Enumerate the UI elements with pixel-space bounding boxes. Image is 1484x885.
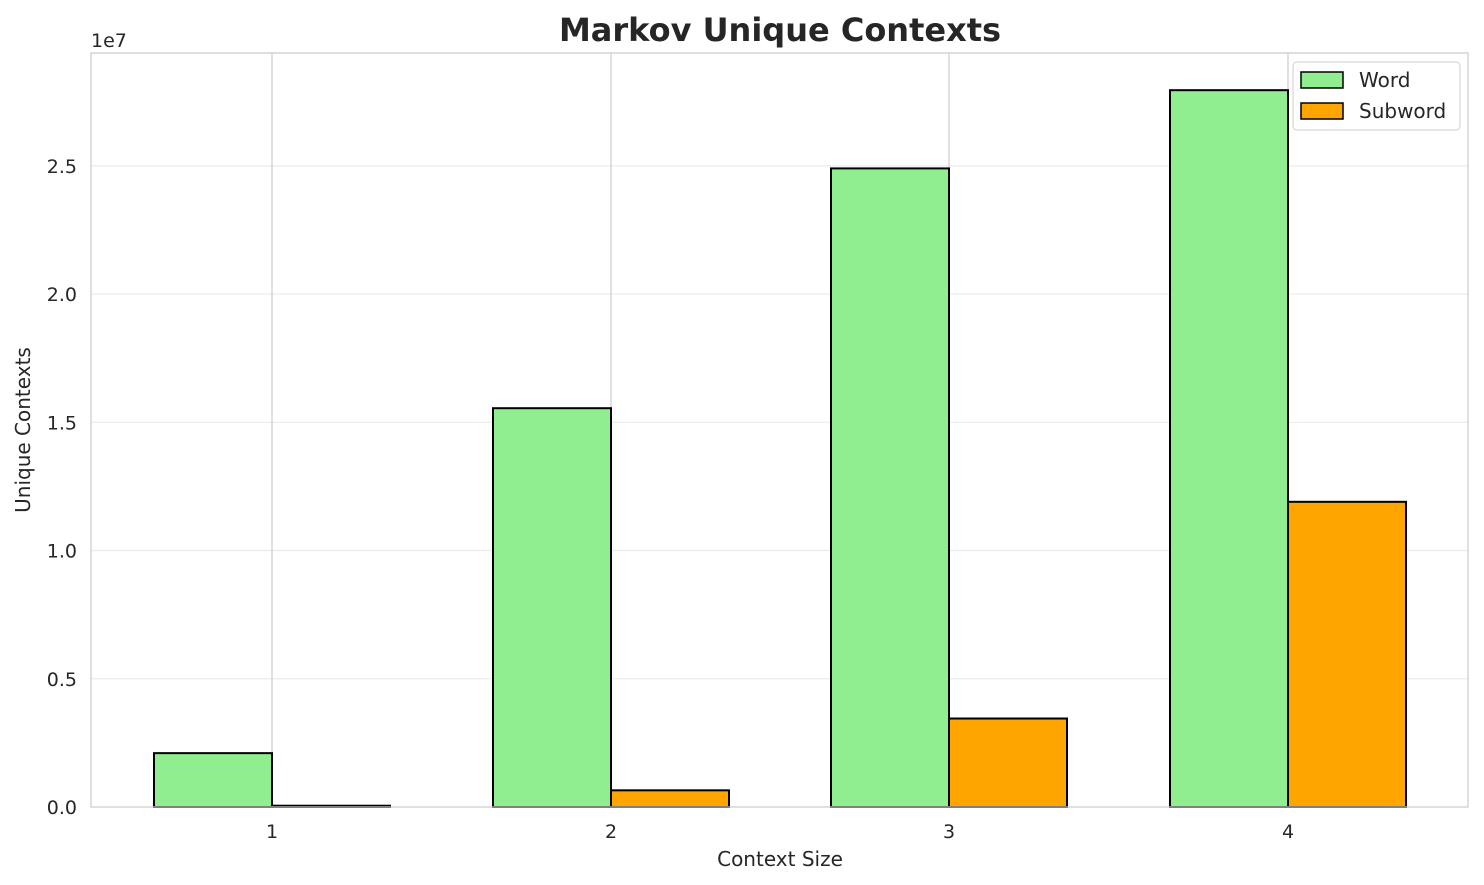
legend-swatch-subword: [1300, 102, 1344, 120]
bar-subword-4: [1287, 500, 1407, 808]
bar-word-1: [153, 752, 273, 809]
legend-swatch-word: [1300, 71, 1344, 89]
y-tick-label: 0.0: [47, 797, 77, 819]
y-tick-label: 0.5: [47, 669, 77, 691]
x-axis-label: Context Size: [717, 847, 843, 871]
x-tick-label: 3: [943, 821, 955, 843]
legend-label-subword: Subword: [1359, 99, 1446, 123]
bar-word-2: [492, 407, 612, 808]
y-tick-label: 1.5: [47, 412, 77, 434]
plot-frame: [90, 52, 1469, 808]
x-tick-label: 1: [266, 821, 278, 843]
bar-word-3: [830, 167, 950, 809]
bar-subword-3: [948, 717, 1068, 808]
legend: Word Subword: [1292, 61, 1461, 131]
tick-labels: 0.0 0.5 1.0 1.5 2.0 2.5 1 2 3 4: [47, 156, 1294, 843]
bar-word-4: [1169, 89, 1289, 808]
y-tick-label: 2.5: [47, 156, 77, 178]
y-tick-label: 2.0: [47, 284, 77, 306]
chart-title: Markov Unique Contexts: [559, 11, 1001, 49]
x-tick-label: 4: [1282, 821, 1294, 843]
x-tick-label: 2: [605, 821, 617, 843]
bars: [153, 89, 1407, 809]
legend-label-word: Word: [1359, 68, 1410, 92]
y-offset-label: 1e7: [91, 30, 127, 52]
y-tick-label: 1.0: [47, 541, 77, 563]
y-axis-label: Unique Contexts: [11, 347, 35, 513]
bar-subword-2: [610, 789, 730, 809]
